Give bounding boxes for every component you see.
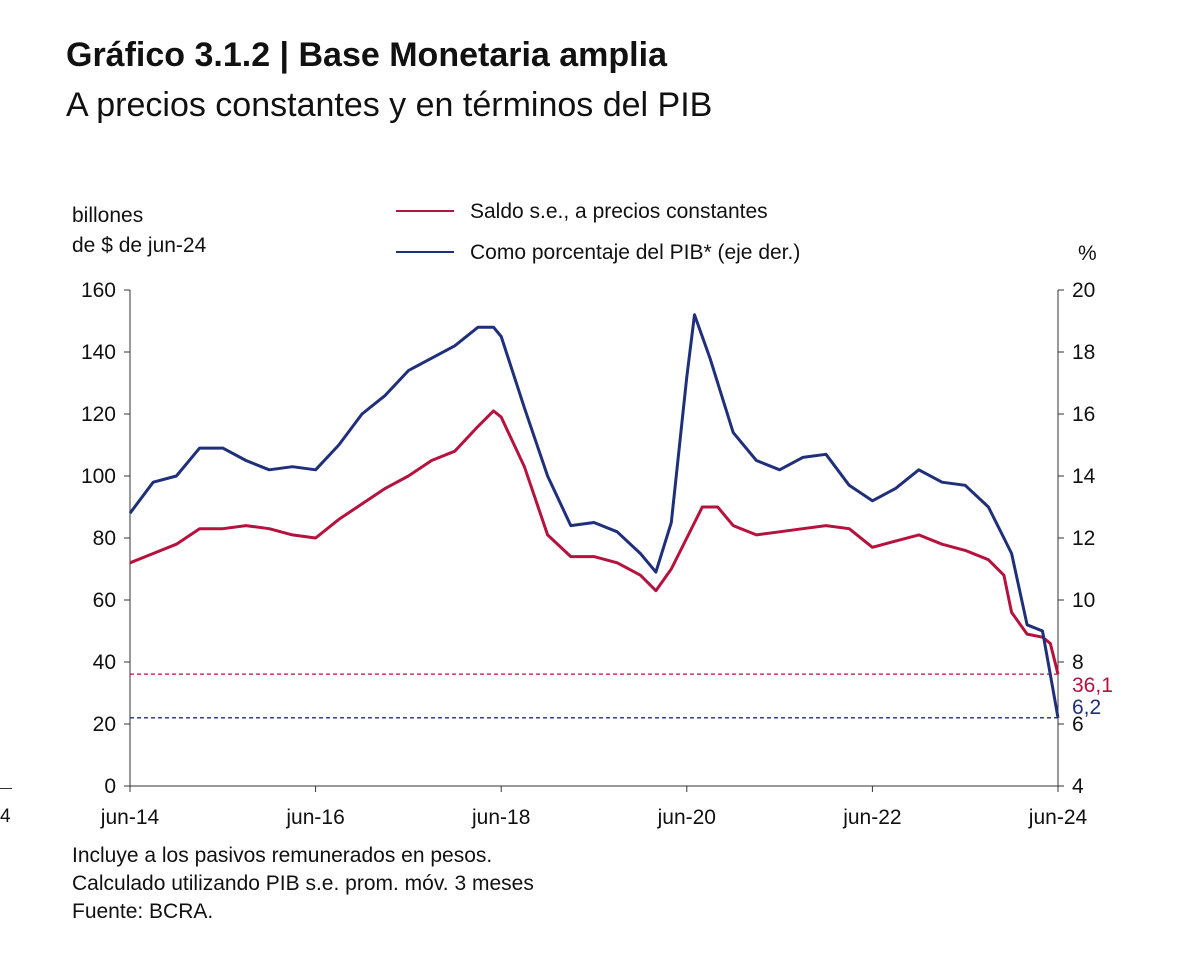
- right-tick-label: 14: [1072, 465, 1096, 488]
- legend-label-saldo: Saldo s.e., a precios constantes: [470, 200, 768, 223]
- right-tick-label: 10: [1072, 589, 1095, 612]
- left-axis-label-line2: de $ de jun-24: [72, 234, 207, 257]
- left-tick-label: 160: [81, 279, 116, 302]
- legend-label-pib: Como porcentaje del PIB* (eje der.): [470, 241, 800, 264]
- note-1: Incluye a los pasivos remunerados en pes…: [72, 844, 493, 867]
- left-tick-label: 100: [81, 465, 116, 488]
- x-tick-label: jun-24: [1028, 806, 1088, 829]
- x-tick-label: jun-20: [657, 806, 716, 829]
- left-tick-label: 40: [93, 651, 116, 674]
- note-2: Calculado utilizando PIB s.e. prom. móv.…: [72, 872, 534, 895]
- left-tick-label: 120: [81, 403, 116, 426]
- left-tick-label: 80: [93, 527, 116, 550]
- right-tick-label: 16: [1072, 403, 1095, 426]
- chart-title: Gráfico 3.1.2 | Base Monetaria amplia: [66, 36, 667, 74]
- x-tick-label: jun-18: [471, 806, 530, 829]
- right-axis-label: %: [1078, 242, 1097, 265]
- left-axis-label-line1: billones: [72, 204, 143, 227]
- left-tick-label: 60: [93, 589, 116, 612]
- x-tick-label: jun-16: [285, 806, 344, 829]
- reference-label: 6,2: [1072, 696, 1101, 719]
- right-tick-label: 12: [1072, 527, 1095, 550]
- plot-area: 0 20 40 60 80 100 120 140 160 4 6 8 10 12 14 16 18 20 jun-…: [81, 279, 1113, 829]
- x-tick-label: jun-22: [842, 806, 901, 829]
- left-tick-label: 140: [81, 341, 116, 364]
- series-line-saldo: [129, 409, 1060, 675]
- right-tick-label: 6: [1072, 713, 1084, 736]
- left-tick-label: 0: [104, 775, 116, 798]
- x-tick-label: jun-14: [100, 806, 160, 829]
- reference-label: 36,1: [1072, 674, 1113, 697]
- right-tick-label: 8: [1072, 651, 1084, 674]
- note-3: Fuente: BCRA.: [72, 900, 214, 923]
- right-tick-label: 4: [1072, 775, 1084, 798]
- series-line-pib: [128, 313, 1060, 719]
- chart-subtitle: A precios constantes y en términos del P…: [66, 86, 713, 124]
- right-tick-label: 18: [1072, 341, 1095, 364]
- edge-divider: [0, 788, 12, 789]
- right-tick-label: 20: [1072, 279, 1095, 302]
- edge-fragment: 4: [0, 806, 11, 827]
- left-tick-label: 20: [93, 713, 116, 736]
